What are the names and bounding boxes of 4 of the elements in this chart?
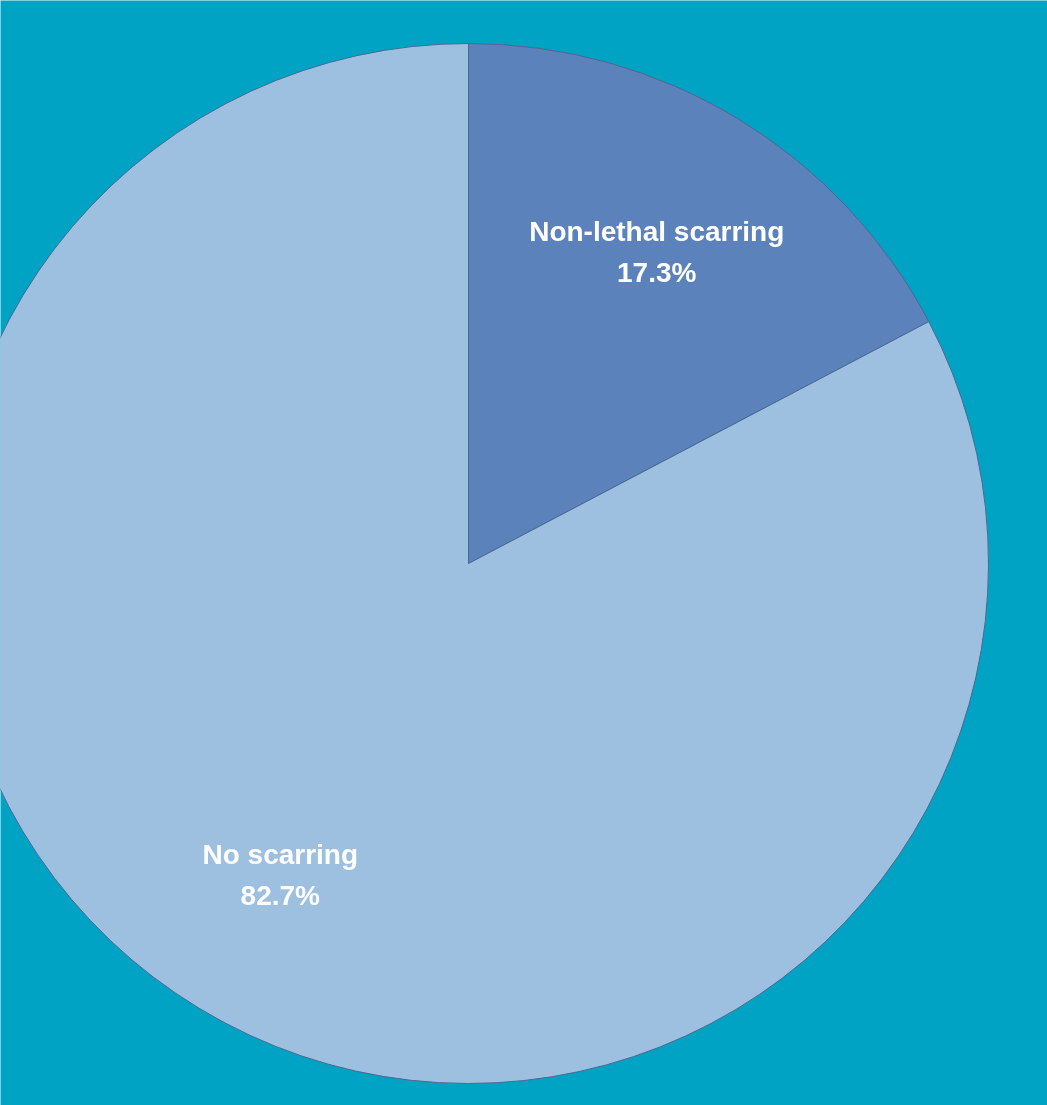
- data-label: 17.3%: [617, 256, 697, 288]
- slice-label: No scarring: [202, 839, 359, 871]
- slice-label: Non-lethal scarring: [529, 216, 785, 248]
- data-label: 82.7%: [240, 879, 321, 911]
